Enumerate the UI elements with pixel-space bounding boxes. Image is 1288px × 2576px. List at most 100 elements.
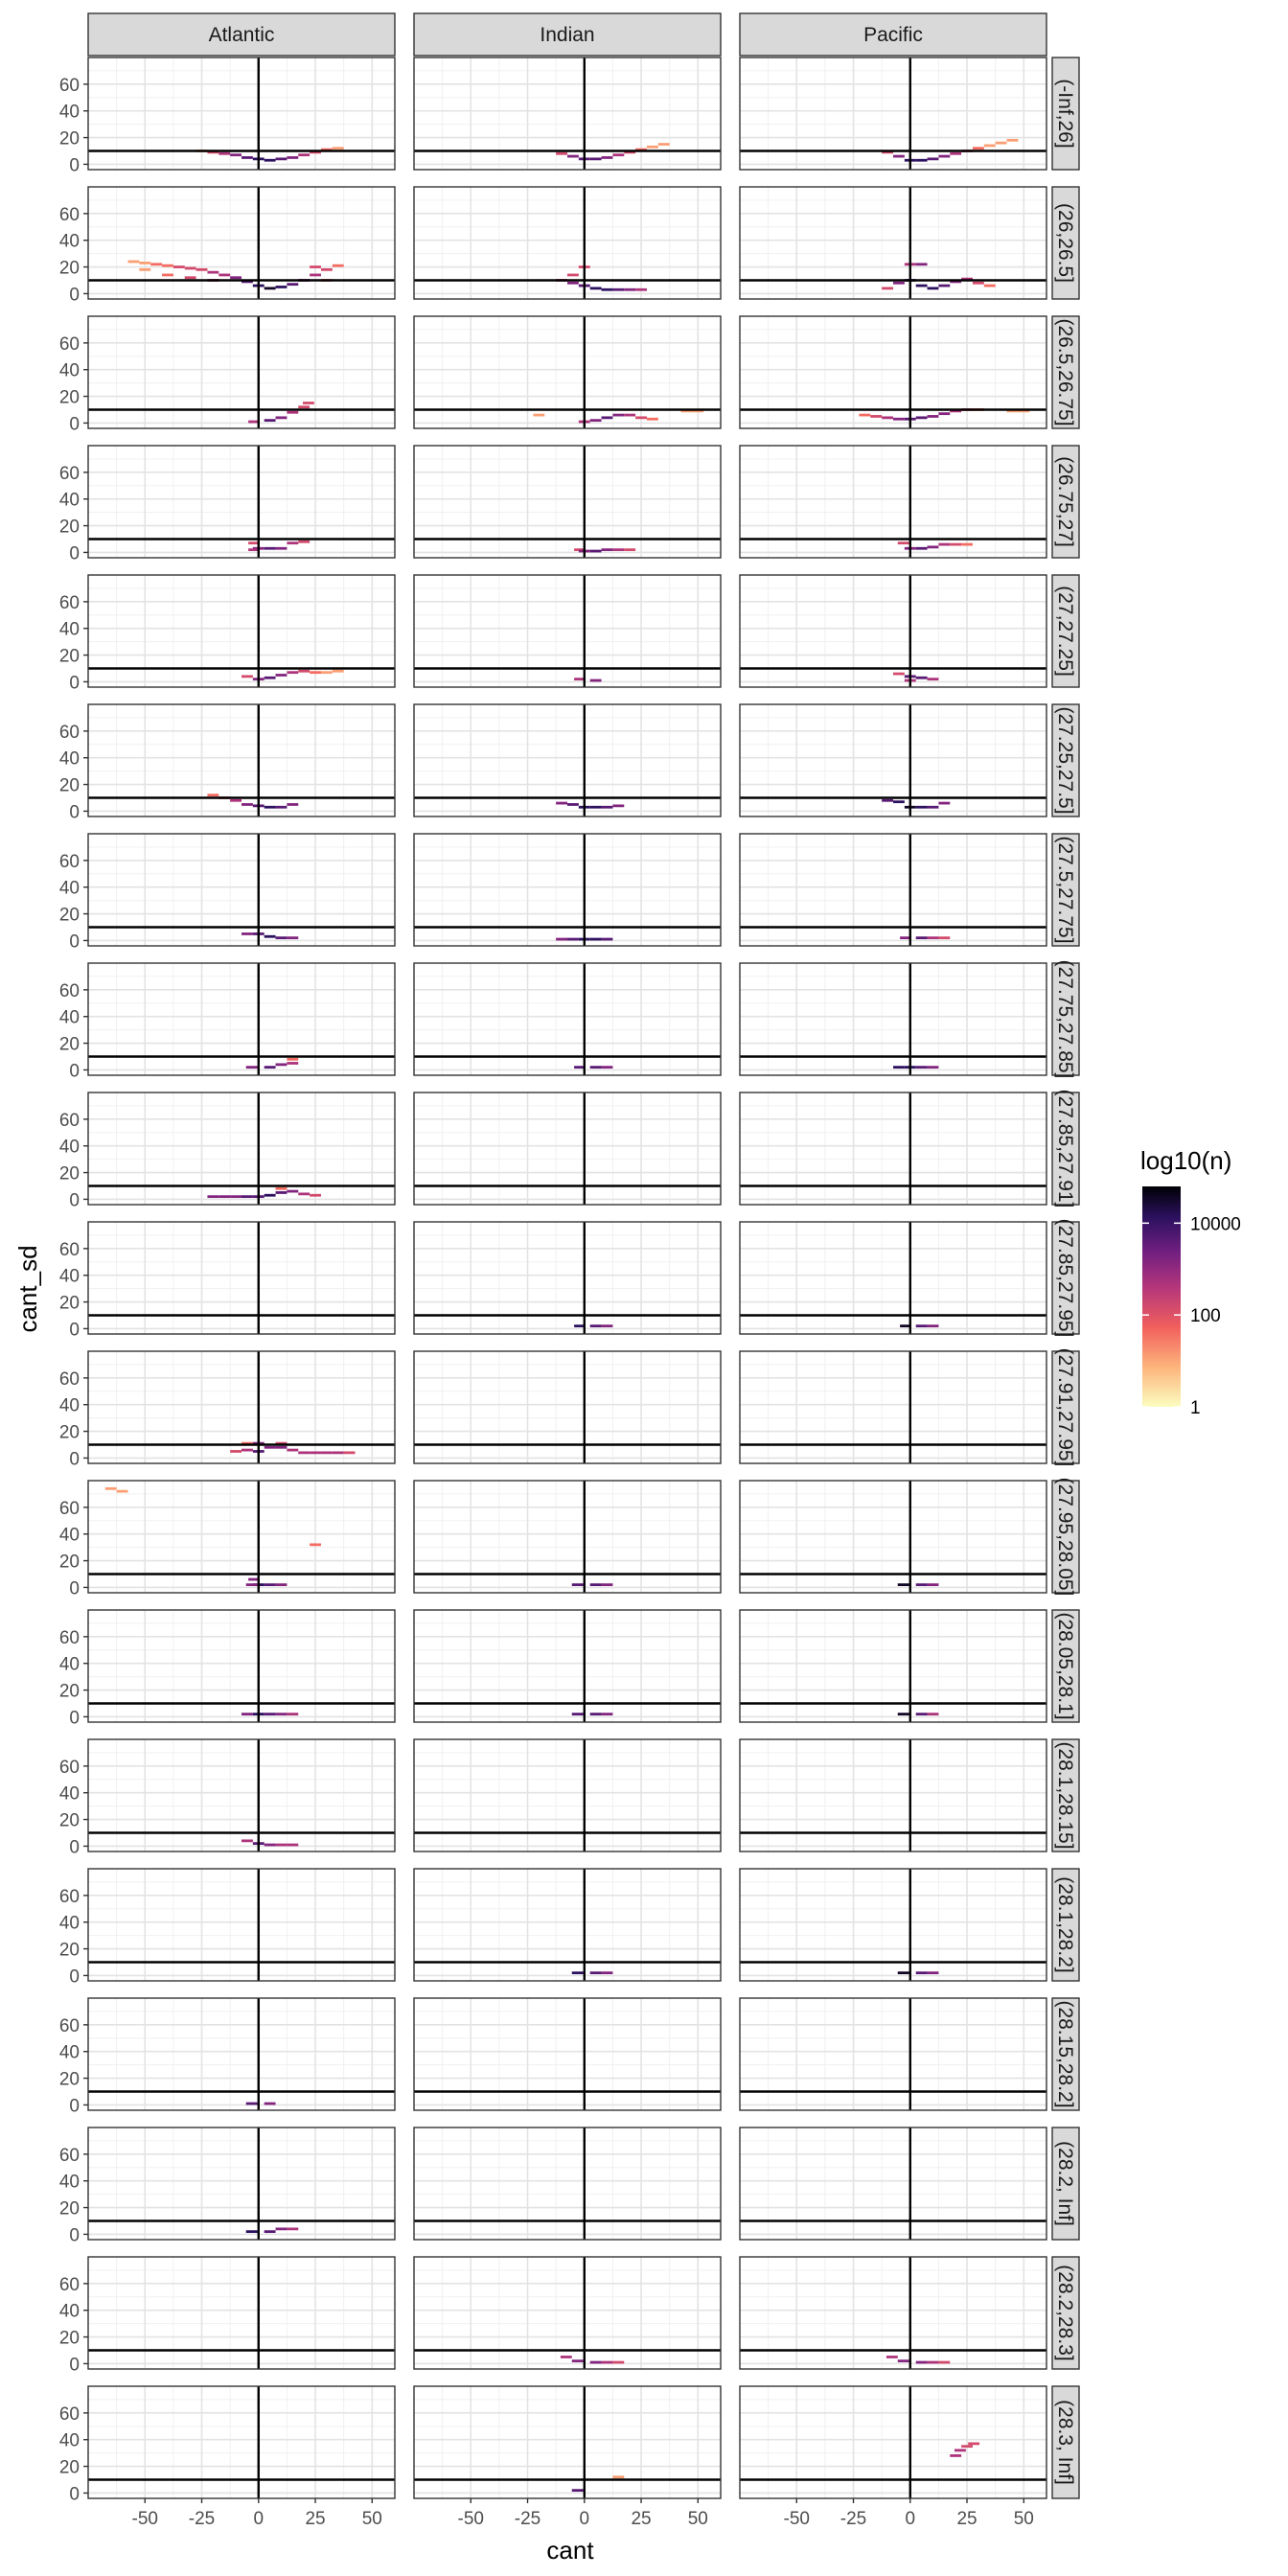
y-tick-label: 20 [59,1294,80,1314]
legend-label: 10000 [1190,1214,1241,1234]
axes: 0 20 40 60 0 20 40 60 0 20 40 60 0 20 40 60 0 20 40 60 0 20 40… [59,76,1034,2529]
y-tick-label: 60 [59,1628,80,1648]
panel-0-2 [739,57,1047,171]
panel-border [413,315,722,429]
panel-background [88,575,395,687]
heatmap-tile [207,150,219,154]
panel-background [414,1092,721,1205]
row-strip: (26,26.5] [1051,186,1080,300]
heatmap-tile [556,801,567,805]
panel-12-2 [739,1609,1047,1723]
heatmap-tile [567,273,579,277]
heatmap-tile [298,1451,310,1455]
heatmap-tile [533,413,545,417]
heatmap-tile [915,284,928,288]
heatmap-tile [207,794,219,797]
panel-border [413,57,722,171]
panel-background [740,1869,1046,1981]
heatmap-tile [893,672,905,676]
panel-16-2 [739,2127,1047,2241]
heatmap-tile [927,545,939,549]
row-strip-background [1051,315,1080,429]
heatmap-tile [635,288,647,291]
panel-11-0 [87,1480,396,1594]
heatmap-tile [332,147,344,150]
heatmap-tile [601,937,613,941]
panel-background [414,963,721,1075]
heatmap-tile [242,803,253,806]
heatmap-tile [612,2360,625,2364]
heatmap-tile [961,542,973,546]
heatmap-tile [287,936,299,940]
x-tick-label: 50 [362,2509,382,2529]
heatmap-tile [287,541,299,545]
heatmap-tile [567,154,579,158]
panel-background [88,58,395,170]
x-tick-label: -50 [132,2509,158,2529]
panel-border [87,833,396,947]
panel-border [739,186,1047,300]
y-axis-title: cant_sd [13,1245,42,1332]
heatmap-tile [915,416,928,420]
heatmap-tile [287,671,299,675]
heatmap-tile [184,276,196,280]
heatmap-tile [150,263,163,266]
heatmap-tile [897,1583,909,1587]
y-tick-label: 40 [59,1784,80,1805]
heatmap-tile [938,412,951,416]
panel-15-2 [739,1997,1047,2111]
y-tick-label: 20 [59,1941,80,1961]
column-strip-label: Pacific [863,24,923,46]
heatmap-tile [915,1713,928,1716]
panel-border [413,1480,722,1594]
panel-18-2 [739,2385,1047,2499]
row-strip: (27.75,27.85] [1051,960,1080,1078]
y-tick-label: 60 [59,334,80,355]
panel-16-0 [87,2127,396,2241]
heatmap-tile [882,798,893,802]
panel-2-2 [739,315,1047,429]
panel-background [740,963,1046,1075]
heatmap-tile [264,1713,276,1716]
panel-border [87,703,396,817]
panel-border [87,574,396,688]
heatmap-tile [886,2356,898,2358]
heatmap-tile [230,1450,242,1453]
panel-1-1 [413,186,722,300]
heatmap-tile [275,1441,288,1445]
heatmap-tile [897,2359,909,2363]
heatmap-tile [601,805,613,809]
row-strip: (27.25,27.5] [1051,703,1080,817]
panel-background [88,963,395,1075]
heatmap-tile [567,281,579,285]
panel-background [88,1222,395,1334]
heatmap-tile [950,2454,962,2457]
heatmap-tile [242,1713,253,1716]
heatmap-tile [571,2489,584,2493]
panel-background [414,2257,721,2369]
panel-9-1 [413,1221,722,1335]
panel-border [413,833,722,947]
heatmap-tile [870,415,883,418]
heatmap-tile [196,267,208,271]
panel-4-2 [739,574,1047,688]
y-tick-label: 40 [59,232,80,252]
heatmap-tile [983,284,996,288]
panel-background [414,575,721,687]
heatmap-tile [230,276,242,280]
heatmap-tile [320,148,333,151]
heatmap-tile [248,420,260,424]
heatmap-tile [264,2102,276,2105]
heatmap-tile [242,1441,253,1445]
panel-5-1 [413,703,722,817]
heatmap-tile [589,2360,602,2364]
heatmap-tile [567,803,579,806]
heatmap-tile [893,281,905,285]
row-strip-background [1051,57,1080,171]
y-tick-label: 0 [69,1837,80,1857]
y-tick-label: 20 [59,2070,80,2090]
heatmap-tile [264,1445,276,1449]
panel-border [413,574,722,688]
panel-border [87,1868,396,1982]
heatmap-tile [310,671,321,675]
